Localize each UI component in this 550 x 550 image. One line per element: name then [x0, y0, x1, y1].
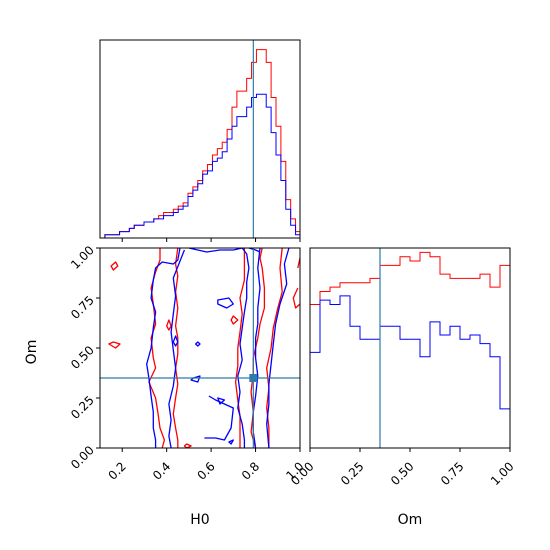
h0-marginal-frame — [99, 39, 301, 239]
h0-tick-label: 0.4 — [150, 459, 173, 482]
h0-histogram-blue — [100, 93, 301, 239]
contour-red-island-1 — [108, 341, 121, 349]
om-marginal-panel: 0.00 0.25 0.50 0.75 1.00 Om — [288, 247, 517, 528]
om-marginal-tick-label: 0.25 — [338, 459, 367, 488]
joint-x-axis: 0.2 0.4 0.6 0.8 1.0 — [106, 448, 307, 483]
contour-red-line-4 — [266, 247, 283, 448]
contour-red-line-5 — [292, 287, 301, 309]
contour-blue-island-4 — [217, 397, 226, 405]
joint-frame — [99, 247, 301, 449]
contour-blue-line-0 — [146, 247, 181, 448]
om-tick-label: 0.50 — [68, 343, 97, 372]
contour-blue-line-2 — [188, 247, 250, 448]
contour-blue-island-1 — [217, 297, 234, 309]
om-histogram-blue — [309, 295, 510, 448]
joint-xlabel: H0 — [190, 512, 209, 528]
om-tick-label: 0.75 — [68, 293, 97, 322]
joint-contour-series — [108, 247, 301, 449]
contour-red-island-2 — [166, 319, 172, 331]
om-x-axis: 0.00 0.25 0.50 0.75 1.00 — [288, 448, 517, 488]
contour-blue-line-6 — [204, 395, 234, 441]
om-tick-label: 0.00 — [68, 443, 97, 472]
h0-tick-label: 0.2 — [106, 459, 129, 482]
h0-histogram-red — [100, 49, 301, 239]
h0-tick-label: 0.6 — [194, 459, 217, 482]
contour-blue-line-4 — [266, 247, 290, 449]
h0-marginal-panel — [99, 39, 301, 242]
contour-blue-island-0 — [172, 335, 179, 347]
om-tick-label: 0.25 — [68, 393, 97, 422]
truth-marker — [249, 374, 258, 382]
om-xlabel: Om — [398, 512, 423, 528]
contour-red-island-0 — [110, 261, 119, 271]
om-histogram-red — [309, 251, 511, 448]
contour-blue-line-5 — [248, 247, 261, 253]
h0-histogram-series — [100, 49, 301, 242]
contour-blue-line-1 — [168, 249, 186, 449]
om-marginal-tick-label: 0.50 — [388, 459, 417, 488]
joint-ylabel: Om — [24, 340, 40, 365]
om-histogram-series — [309, 251, 511, 448]
h0-tick-label: 0.8 — [239, 459, 262, 482]
om-marginal-tick-label: 1.00 — [488, 459, 517, 488]
om-tick-label: 1.00 — [68, 243, 97, 272]
contour-blue-island-3 — [190, 375, 201, 383]
joint-y-axis: 0.00 0.25 0.50 0.75 1.00 — [68, 243, 100, 472]
om-marginal-tick-label: 0.75 — [438, 459, 467, 488]
contour-red-line-1 — [172, 247, 179, 448]
contour-red-island-3 — [183, 443, 192, 449]
joint-panel: 0.2 0.4 0.6 0.8 1.0 0.000.250.500.751.00 H0 … — [24, 243, 307, 528]
contour-blue-island-2 — [194, 341, 201, 347]
contour-blue-island-5 — [228, 439, 234, 445]
contour-blue-line-3 — [252, 247, 261, 449]
contour-red-island-4 — [230, 315, 239, 325]
